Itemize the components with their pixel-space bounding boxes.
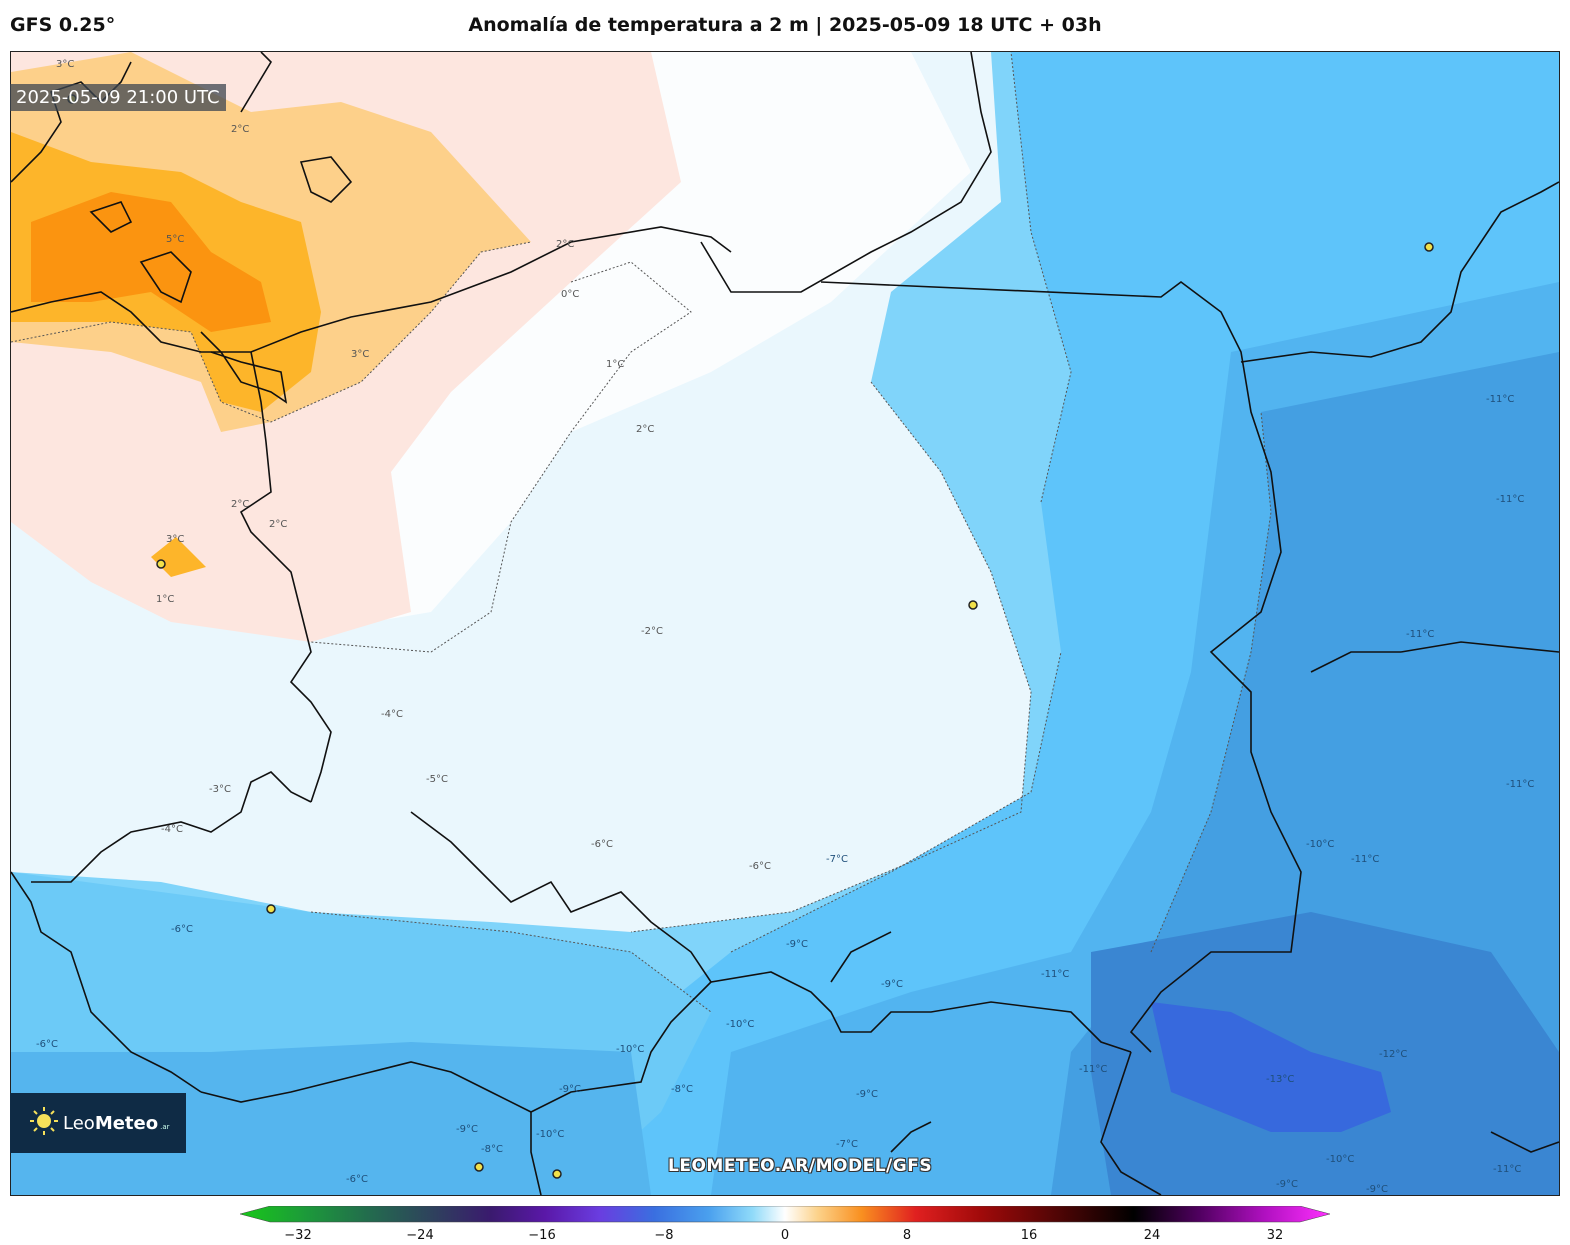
colorbar-tick: 32 xyxy=(1266,1228,1284,1243)
contour-label: -9°C xyxy=(786,939,808,950)
logo-suffix: .ar xyxy=(160,1123,170,1131)
contour-label: -6°C xyxy=(591,839,613,850)
colorbar-tick: 16 xyxy=(1020,1228,1038,1243)
contour-label: -10°C xyxy=(1326,1154,1354,1165)
contour-label: -10°C xyxy=(536,1129,564,1140)
contour-label: -13°C xyxy=(1266,1074,1294,1085)
field-cold-5 xyxy=(1151,1002,1391,1132)
contour-label: -6°C xyxy=(346,1174,368,1185)
city-marker xyxy=(474,1162,484,1172)
contour-label: 2°C xyxy=(269,519,287,530)
contour-label: -11°C xyxy=(1041,969,1069,980)
colorbar-tick: −24 xyxy=(406,1228,434,1243)
contour-label: -6°C xyxy=(171,924,193,935)
logo-text-light: Leo xyxy=(63,1113,95,1134)
contour-label: -6°C xyxy=(749,861,771,872)
city-marker xyxy=(968,600,978,610)
contour-label: -4°C xyxy=(381,709,403,720)
contour-label: -10°C xyxy=(1306,839,1334,850)
contour-label: 5°C xyxy=(166,234,184,245)
contour-label: 3°C xyxy=(351,349,369,360)
contour-label: -10°C xyxy=(616,1044,644,1055)
contour-label: -8°C xyxy=(481,1144,503,1155)
contour-label: 2°C xyxy=(231,124,249,135)
contour-label: -11°C xyxy=(1406,629,1434,640)
contour-label: -9°C xyxy=(456,1124,478,1135)
contour-label: -11°C xyxy=(1486,394,1514,405)
contour-label: -11°C xyxy=(1079,1064,1107,1075)
city-marker xyxy=(156,559,166,569)
country-borders xyxy=(11,52,1559,1195)
contour-label: -9°C xyxy=(1366,1184,1388,1195)
model-label: GFS 0.25° xyxy=(10,14,116,36)
contour-label: 3°C xyxy=(56,59,74,70)
city-marker xyxy=(1424,242,1434,252)
logo-text: LeoMeteo .ar xyxy=(63,1113,170,1134)
contour-label: -4°C xyxy=(161,824,183,835)
chart-title: Anomalía de temperatura a 2 m | 2025-05-… xyxy=(468,14,1102,36)
contour-label: -9°C xyxy=(856,1089,878,1100)
colorbar-tick: 0 xyxy=(780,1228,790,1243)
contour-label: -11°C xyxy=(1351,854,1379,865)
map-field: 3°C 2°C 5°C 3°C 2°C 0°C 1°C 2°C 2°C 2°C … xyxy=(11,52,1559,1195)
contour-label: -12°C xyxy=(1379,1049,1407,1060)
contour-label: 0°C xyxy=(561,289,579,300)
contour-label: 2°C xyxy=(636,424,654,435)
contour-label: -10°C xyxy=(726,1019,754,1030)
field-cold-sw2 xyxy=(11,1042,651,1195)
contour-label: -7°C xyxy=(836,1139,858,1150)
contour-label: -11°C xyxy=(1506,779,1534,790)
colorbar-gradient xyxy=(240,1206,1330,1223)
colorbar-tick: −32 xyxy=(284,1228,312,1243)
contour-label-group: 3°C 2°C 5°C 3°C 2°C 0°C 1°C 2°C 2°C 2°C … xyxy=(36,59,1534,1195)
city-marker xyxy=(552,1169,562,1179)
leometeo-logo: LeoMeteo .ar xyxy=(10,1093,186,1153)
contour-label: -11°C xyxy=(1493,1164,1521,1175)
logo-text-bold: Meteo xyxy=(94,1113,159,1134)
contour-label: 2°C xyxy=(556,239,574,250)
contour-lines xyxy=(11,52,1272,1013)
field-warm-spot xyxy=(151,537,206,577)
contour-label: -5°C xyxy=(426,774,448,785)
contour-label: -11°C xyxy=(1496,494,1524,505)
colorbar-tick: −16 xyxy=(528,1228,556,1243)
contour-label: -2°C xyxy=(641,626,663,637)
contour-label: 1°C xyxy=(156,594,174,605)
city-marker xyxy=(266,904,276,914)
contour-label: -9°C xyxy=(1276,1179,1298,1190)
contour-label: -9°C xyxy=(559,1084,581,1095)
contour-label: 2°C xyxy=(231,499,249,510)
contour-label: 1°C xyxy=(606,359,624,370)
contour-label: -9°C xyxy=(881,979,903,990)
colorbar-tick: 24 xyxy=(1143,1228,1161,1243)
colorbar xyxy=(240,1206,1330,1223)
contour-label: 3°C xyxy=(166,534,184,545)
valid-time-badge: 2025-05-09 21:00 UTC xyxy=(10,84,226,111)
watermark-url: LEOMETEO.AR/MODEL/GFS xyxy=(668,1156,933,1176)
contour-label: -6°C xyxy=(36,1039,58,1050)
field-cold-4 xyxy=(1091,912,1559,1195)
contour-label: -8°C xyxy=(671,1084,693,1095)
colorbar-tick: 8 xyxy=(902,1228,912,1243)
sun-icon xyxy=(30,1107,58,1135)
field-warm-high xyxy=(31,192,271,332)
colorbar-tick: −8 xyxy=(654,1228,674,1243)
contour-label: -7°C xyxy=(826,854,848,865)
contour-label: -3°C xyxy=(209,784,231,795)
temperature-anomaly-map: 3°C 2°C 5°C 3°C 2°C 0°C 1°C 2°C 2°C 2°C … xyxy=(10,51,1560,1196)
